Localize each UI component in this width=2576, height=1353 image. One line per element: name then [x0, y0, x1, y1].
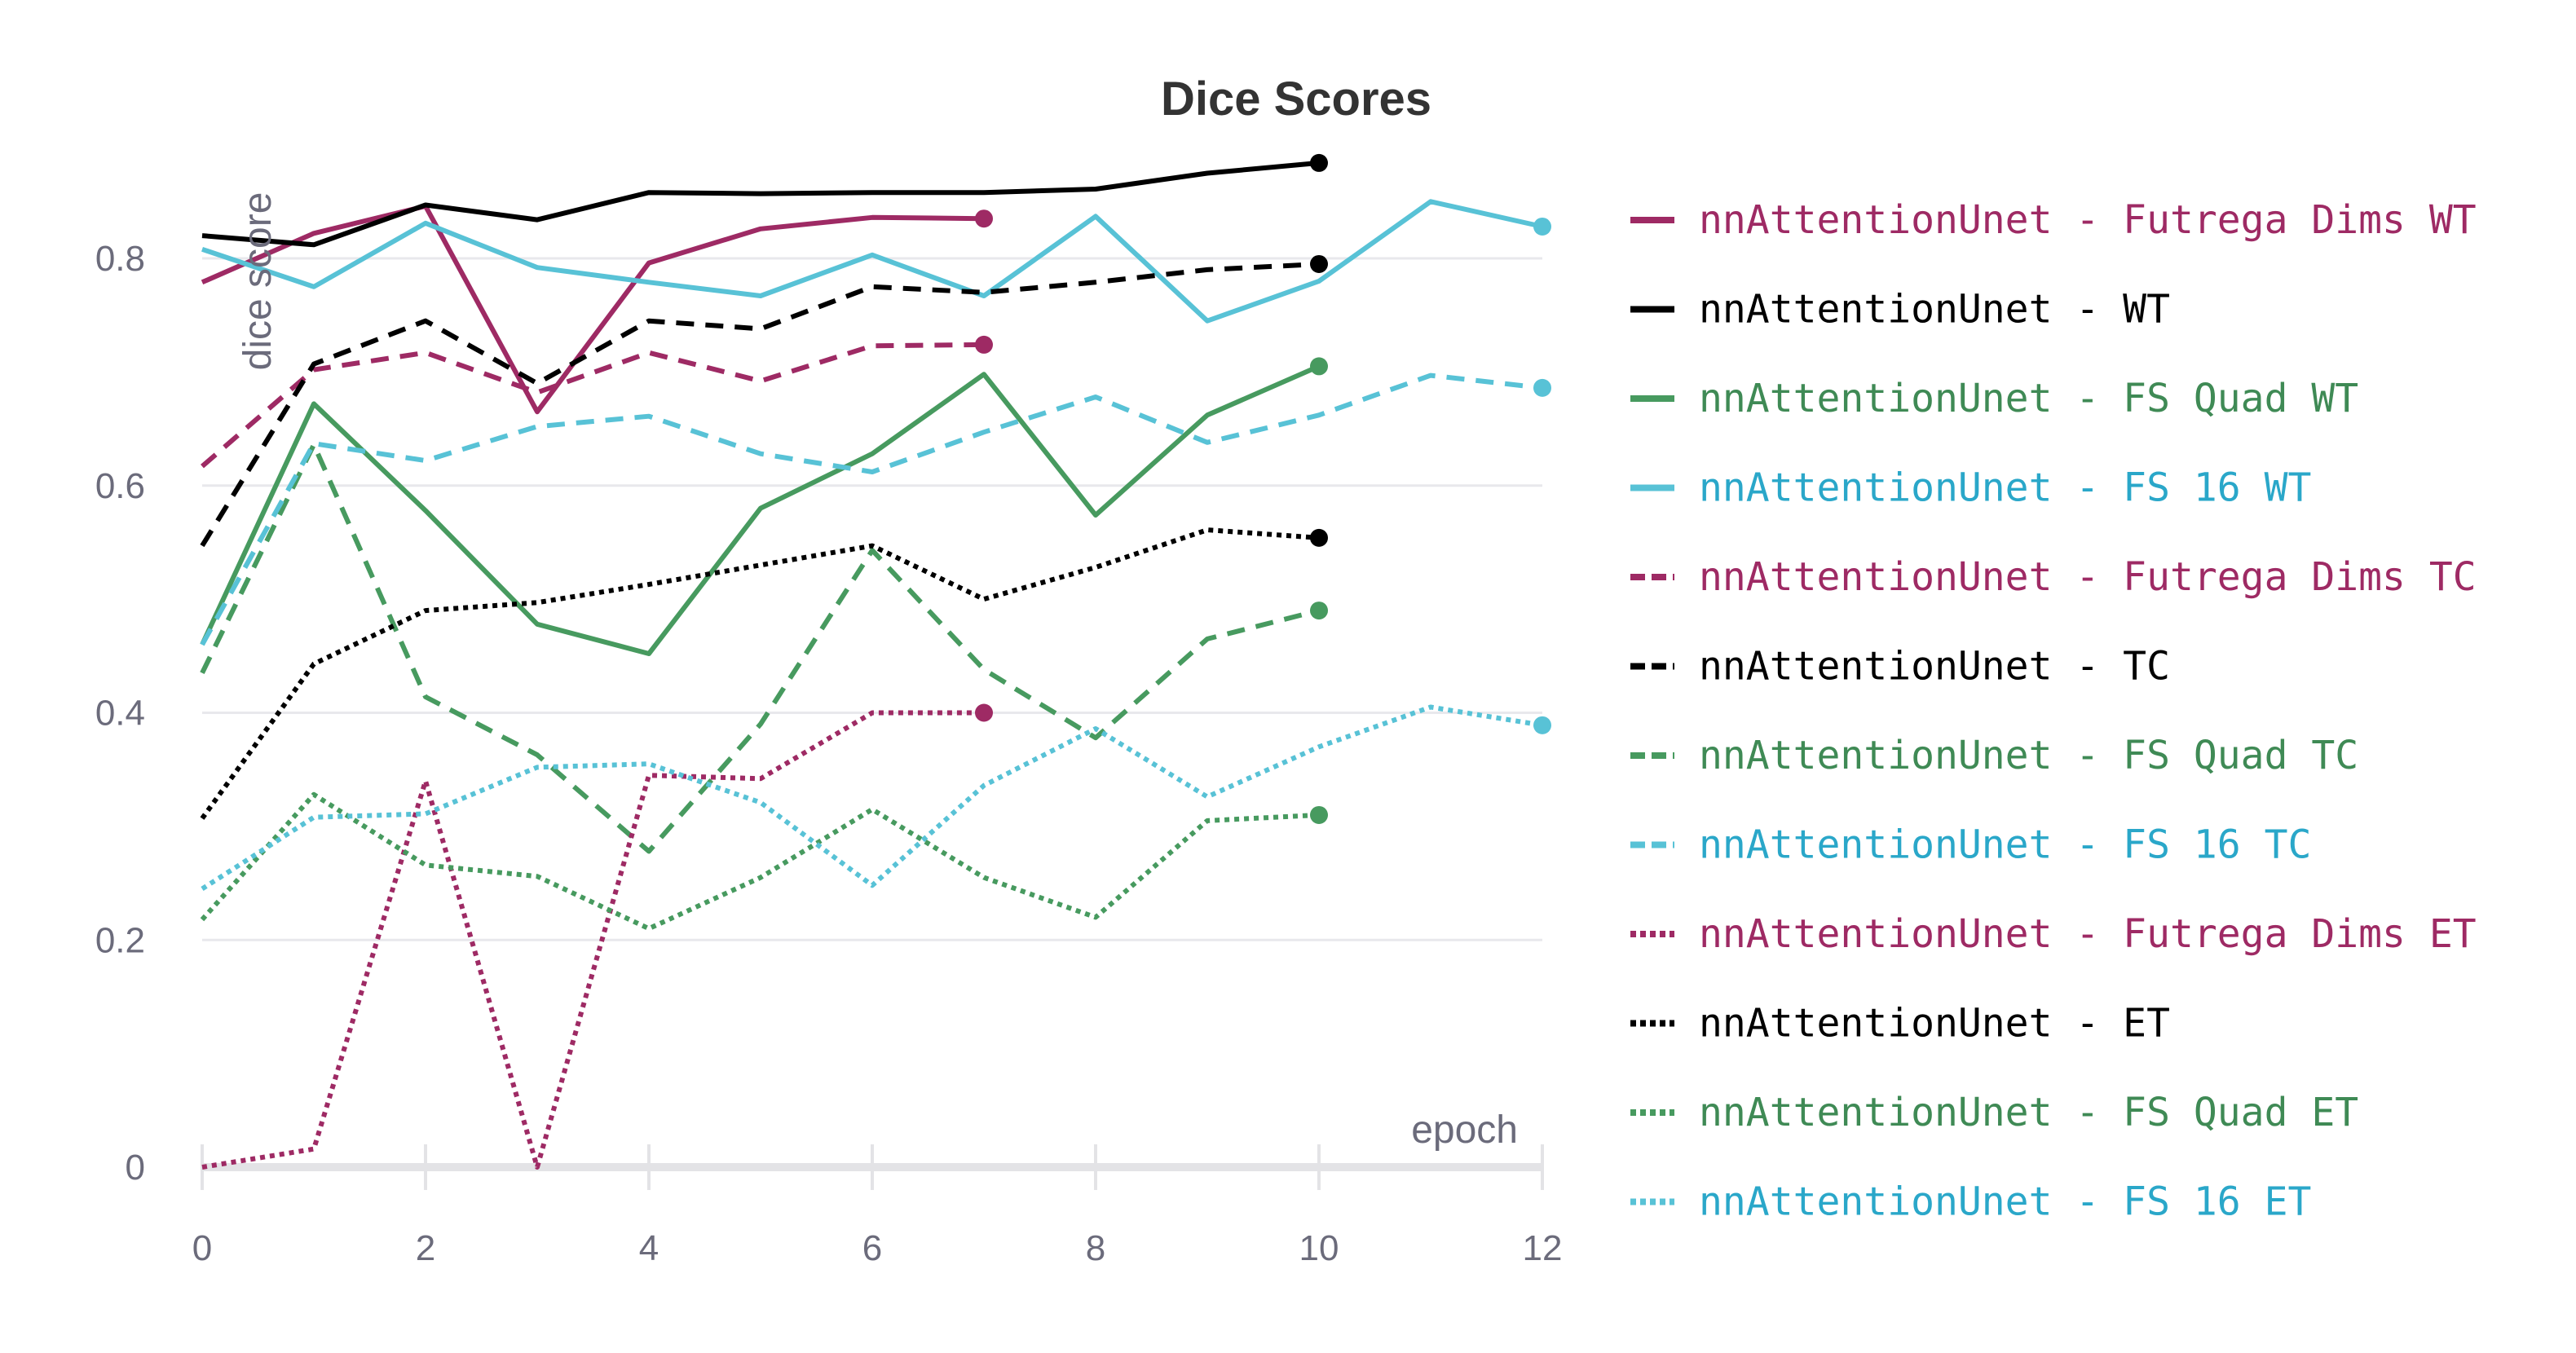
x-axis: 0 2 4 6 8 10 12 — [192, 1144, 1563, 1268]
legend-item: nnAttentionUnet - FS Quad TC — [1630, 733, 2358, 778]
series-4 — [201, 199, 1551, 324]
legend-label: nnAttentionUnet - FS Quad TC — [1699, 733, 2358, 778]
series-end-point — [1310, 254, 1328, 273]
x-tick-label: 4 — [639, 1228, 659, 1268]
x-axis-label: epoch — [1411, 1108, 1518, 1152]
y-tick-label: 0.2 — [95, 920, 145, 960]
legend-item: nnAttentionUnet - WT — [1630, 287, 2170, 333]
legend-item: nnAttentionUnet - FS Quad WT — [1630, 376, 2358, 421]
legend-item: nnAttentionUnet - Futrega Dims WT — [1630, 197, 2477, 243]
grid-lines — [202, 257, 1542, 941]
series-line — [201, 160, 1320, 248]
legend-item: nnAttentionUnet - Futrega Dims ET — [1630, 911, 2477, 957]
series-end-point — [1533, 716, 1551, 734]
legend-item: nnAttentionUnet - Futrega Dims TC — [1630, 554, 2477, 600]
legend-item: nnAttentionUnet - ET — [1630, 1001, 2170, 1047]
series-end-point — [1310, 805, 1328, 824]
series-7 — [200, 442, 1328, 854]
series-line — [201, 710, 984, 1170]
series-1 — [201, 203, 993, 415]
x-tick-label: 12 — [1523, 1228, 1563, 1268]
series-end-point — [975, 335, 993, 354]
series-line — [200, 442, 1320, 854]
series-line — [200, 262, 1320, 548]
y-tick-label: 0.8 — [95, 239, 145, 279]
legend-item: nnAttentionUnet - FS 16 WT — [1630, 465, 2311, 511]
x-tick-label: 8 — [1086, 1228, 1105, 1268]
series-end-point — [1310, 602, 1328, 620]
legend-label: nnAttentionUnet - FS 16 WT — [1699, 465, 2311, 511]
legend-item: nnAttentionUnet - FS 16 TC — [1630, 822, 2311, 868]
legend-item: nnAttentionUnet - FS Quad ET — [1630, 1090, 2358, 1135]
series-end-point — [1310, 528, 1328, 547]
legend-item: nnAttentionUnet - TC — [1630, 644, 2170, 690]
series-line — [201, 704, 1543, 892]
series-3 — [200, 357, 1328, 656]
series-line — [201, 342, 985, 469]
series-line — [200, 372, 1543, 646]
legend-label: nnAttentionUnet - ET — [1699, 1001, 2170, 1047]
legend-label: nnAttentionUnet - WT — [1699, 287, 2170, 333]
series-line — [201, 199, 1543, 324]
series-11 — [200, 791, 1328, 932]
legend-label: nnAttentionUnet - FS 16 ET — [1699, 1179, 2311, 1225]
x-tick-label: 2 — [416, 1228, 435, 1268]
series-9 — [201, 703, 993, 1170]
legend-label: nnAttentionUnet - FS Quad ET — [1699, 1090, 2358, 1135]
series-5 — [201, 335, 993, 469]
series-6 — [200, 254, 1328, 548]
series-end-point — [975, 703, 993, 722]
series-line — [200, 791, 1320, 932]
series-lines — [200, 153, 1551, 1170]
series-line — [201, 203, 985, 415]
y-tick-label: 0 — [126, 1148, 145, 1188]
legend-label: nnAttentionUnet - TC — [1699, 644, 2170, 690]
series-2 — [201, 153, 1328, 248]
legend-label: nnAttentionUnet - FS 16 TC — [1699, 822, 2311, 868]
legend: nnAttentionUnet - Futrega Dims WT nnAtten… — [1630, 197, 2477, 1225]
chart-title: Dice Scores — [1161, 73, 1431, 126]
x-tick-label: 0 — [192, 1228, 212, 1268]
legend-label: nnAttentionUnet - Futrega Dims TC — [1699, 554, 2477, 600]
legend-label: nnAttentionUnet - Futrega Dims WT — [1699, 197, 2477, 243]
series-10 — [200, 527, 1328, 820]
y-tick-label: 0.6 — [95, 466, 145, 506]
y-tick-label: 0.4 — [95, 694, 145, 734]
series-end-point — [1533, 217, 1551, 236]
x-tick-label: 6 — [862, 1228, 882, 1268]
series-end-point — [975, 209, 993, 228]
legend-label: nnAttentionUnet - Futrega Dims ET — [1699, 911, 2477, 957]
legend-label: nnAttentionUnet - FS Quad WT — [1699, 376, 2358, 421]
series-end-point — [1310, 357, 1328, 376]
legend-item: nnAttentionUnet - FS 16 ET — [1630, 1179, 2311, 1225]
series-end-point — [1310, 153, 1328, 172]
y-axis: 0 0.2 0.4 0.6 0.8 — [95, 239, 145, 1188]
series-line — [200, 364, 1321, 656]
series-8 — [200, 372, 1551, 646]
y-axis-label: dice score — [236, 192, 280, 371]
x-tick-label: 10 — [1299, 1228, 1339, 1268]
series-end-point — [1533, 378, 1551, 397]
series-12 — [201, 704, 1551, 892]
